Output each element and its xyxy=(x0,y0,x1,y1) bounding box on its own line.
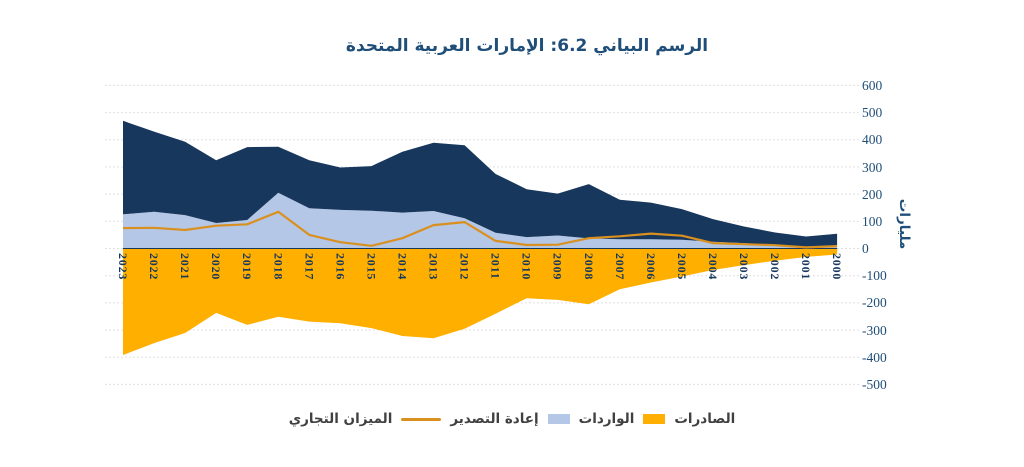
area-re-exports xyxy=(123,192,838,249)
x-axis-year-label: 2004 xyxy=(706,253,720,280)
x-axis-year-label: 2015 xyxy=(364,253,378,280)
x-axis-year-label: 2019 xyxy=(240,253,254,280)
y-tick-label: 400 xyxy=(862,132,883,148)
x-axis-year-label: 2017 xyxy=(302,253,316,280)
y-tick-label: 500 xyxy=(862,105,883,121)
x-axis-year-label: 2011 xyxy=(489,253,503,280)
legend-swatch-line xyxy=(401,417,442,421)
trade-balance-line xyxy=(122,210,838,249)
y-tick-label: 0 xyxy=(862,241,869,256)
legend-swatch-square xyxy=(643,414,666,424)
legend-swatch-square xyxy=(547,414,570,424)
x-axis-year-label: 2008 xyxy=(582,253,596,280)
area-exports xyxy=(123,120,838,248)
x-axis-year-label: 2009 xyxy=(551,253,565,280)
legend: الصادرات الواردات إعادة التصدير الميزان الت… xyxy=(0,404,1024,434)
x-axis-year-label: 2016 xyxy=(333,253,347,280)
y-tick-label: 100 xyxy=(862,213,883,229)
y-tick-label: 200 xyxy=(862,186,883,202)
x-axis-year-label: 2006 xyxy=(644,253,658,280)
y-tick-label: 300 xyxy=(862,159,883,175)
x-axis-year-label: 2003 xyxy=(737,253,751,280)
y-tick-label: -300 xyxy=(862,322,887,338)
y-tick-label: 600 xyxy=(862,77,883,93)
y-tick-label: -500 xyxy=(862,376,887,392)
x-axis-year-label: 2013 xyxy=(427,253,441,280)
x-axis-year-label: 2018 xyxy=(271,253,285,280)
legend-label: إعادة التصدير xyxy=(450,411,539,427)
x-axis-year-label: 2021 xyxy=(178,253,192,280)
legend-label: الميزان التجاري xyxy=(288,411,393,427)
x-axis-year-label: 2022 xyxy=(147,253,161,280)
x-axis-year-label: 2000 xyxy=(830,253,844,280)
legend-label: الصادرات xyxy=(674,411,736,427)
x-axis-year-label: 2002 xyxy=(768,253,782,280)
chart-title: الرسم البياني 6.2: الإمارات العربية المت… xyxy=(345,36,709,56)
x-axis-year-label: 2007 xyxy=(613,253,627,280)
x-axis-year-label: 2001 xyxy=(799,253,813,280)
area-imports xyxy=(123,248,838,355)
y-tick-label: -400 xyxy=(862,349,887,365)
y-tick-label: -200 xyxy=(862,295,887,311)
y-tick-label: -100 xyxy=(862,268,887,284)
x-axis-year-label: 2010 xyxy=(520,253,534,280)
x-axis-year-label: 2012 xyxy=(458,253,472,280)
legend-label: الواردات xyxy=(578,411,635,427)
x-axis-year-label: 2014 xyxy=(395,253,409,280)
x-axis-year-label: 2023 xyxy=(116,253,130,280)
x-axis-year-label: 2020 xyxy=(209,253,223,280)
x-axis-year-label: 2005 xyxy=(675,253,689,280)
y-axis-unit-label: مليارات xyxy=(896,198,912,250)
